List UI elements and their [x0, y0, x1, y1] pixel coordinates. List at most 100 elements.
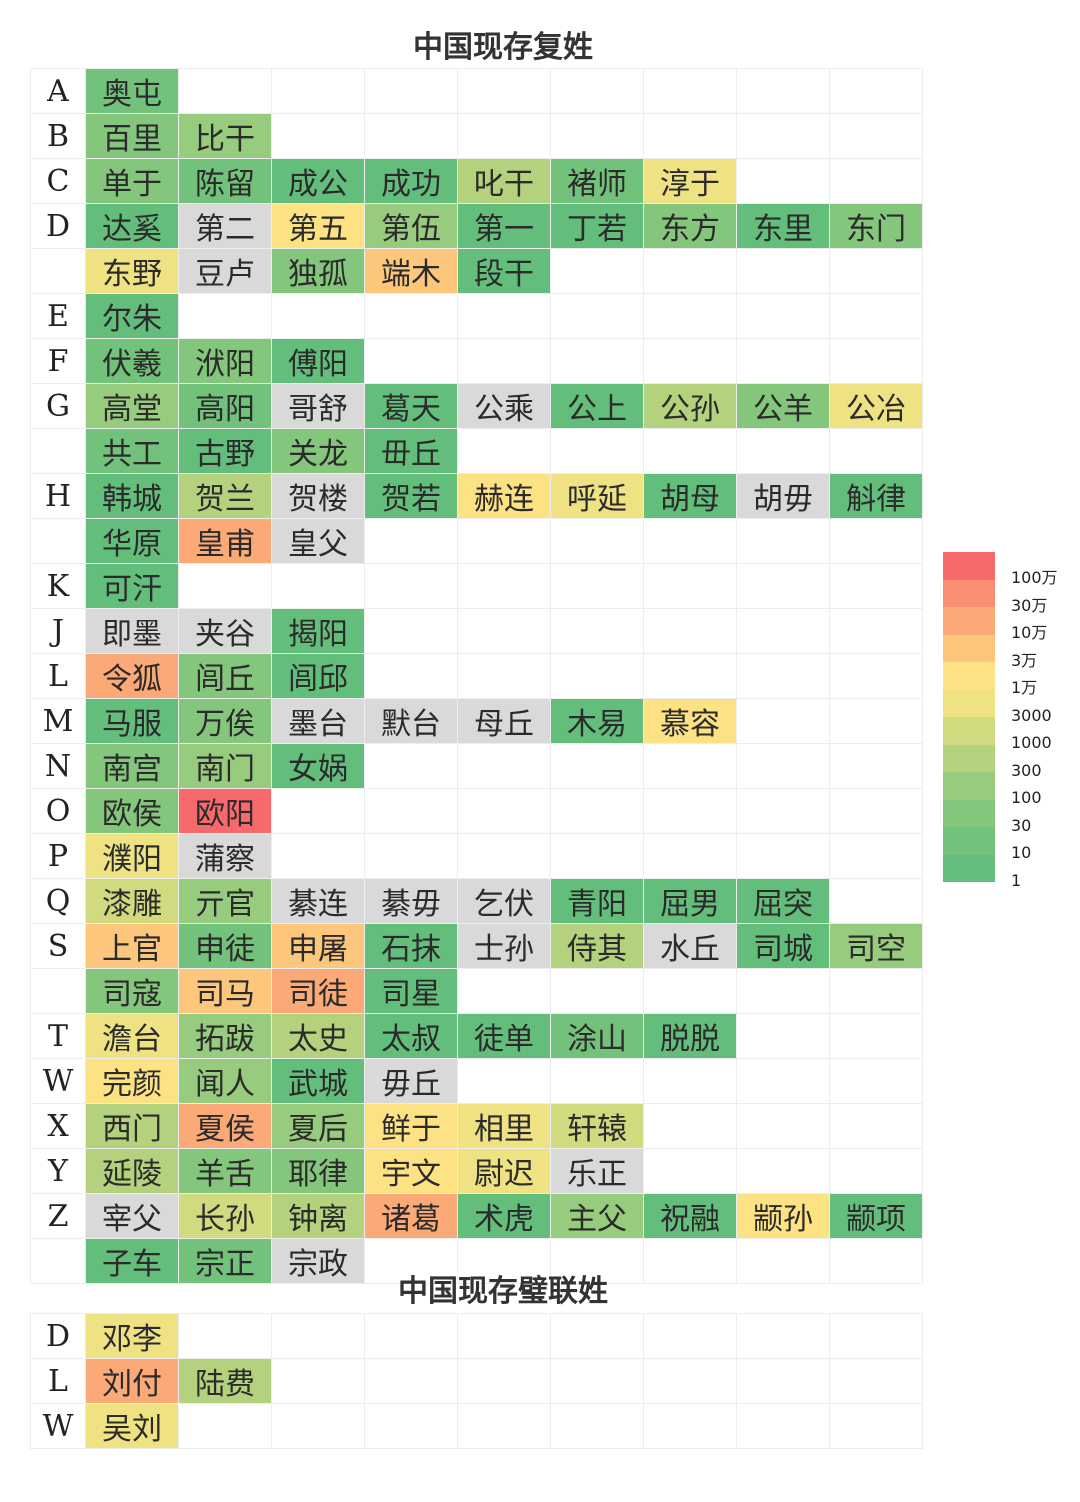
surname-row: J 即墨 夹谷 揭阳 — [30, 608, 923, 654]
scale-label: 3000 — [1011, 705, 1052, 725]
row-letter: X — [30, 1103, 86, 1149]
scale-label: 100 — [1011, 788, 1042, 807]
empty-cell — [457, 968, 551, 1014]
surname-cell: 淳于 — [643, 158, 737, 204]
surname-cell: 徒单 — [457, 1013, 551, 1059]
empty-cell — [364, 293, 458, 339]
surname-cell: 澹台 — [85, 1013, 179, 1059]
empty-cell — [643, 1358, 737, 1404]
surname-cell: 皇父 — [271, 518, 365, 564]
row-letter: F — [30, 338, 86, 384]
empty-cell — [550, 653, 644, 699]
surname-cell: 关龙 — [271, 428, 365, 474]
surname-cell: 颛孙 — [736, 1193, 830, 1239]
row-letter — [30, 968, 86, 1014]
surname-row: D 达奚 第二 第五 第伍 第一 丁若 东方 东里 东门 — [30, 203, 923, 249]
empty-cell — [736, 968, 830, 1014]
empty-cell — [736, 158, 830, 204]
surname-cell: 太史 — [271, 1013, 365, 1059]
empty-cell — [457, 293, 551, 339]
surname-cell: 叱干 — [457, 158, 551, 204]
surname-cell: 贺兰 — [178, 473, 272, 519]
scale-swatch — [943, 827, 995, 855]
surname-cell: 第一 — [457, 203, 551, 249]
empty-cell — [178, 1403, 272, 1449]
surname-cell: 毌丘 — [364, 428, 458, 474]
surname-cell: 司城 — [736, 923, 830, 969]
empty-cell — [271, 68, 365, 114]
scale-label: 1万 — [1011, 678, 1038, 697]
empty-cell — [829, 113, 923, 159]
surname-row: W 完颜 闻人 武城 毋丘 — [30, 1058, 923, 1104]
empty-cell — [736, 1313, 830, 1359]
surname-cell: 子车 — [85, 1238, 179, 1284]
surname-row: 共工 古野 关龙 毌丘 — [30, 428, 923, 474]
empty-cell — [550, 518, 644, 564]
surname-cell: 轩辕 — [550, 1103, 644, 1149]
empty-cell — [550, 68, 644, 114]
empty-cell — [736, 563, 830, 609]
empty-cell — [364, 1313, 458, 1359]
surname-cell: 独孤 — [271, 248, 365, 294]
row-letter: J — [30, 608, 86, 654]
surname-cell: 公乘 — [457, 383, 551, 429]
scale-swatch — [943, 744, 995, 772]
surname-cell: 南宫 — [85, 743, 179, 789]
scale-label: 300 — [1011, 760, 1042, 780]
surname-cell: 褚师 — [550, 158, 644, 204]
surname-cell: 西门 — [85, 1103, 179, 1149]
surname-cell: 完颜 — [85, 1058, 179, 1104]
surname-cell: 耶律 — [271, 1148, 365, 1194]
surname-cell: 毋丘 — [364, 1058, 458, 1104]
empty-cell — [829, 1013, 923, 1059]
surname-cell: 宗正 — [178, 1238, 272, 1284]
empty-cell — [271, 293, 365, 339]
empty-cell — [829, 428, 923, 474]
empty-cell — [457, 1238, 551, 1284]
surname-cell: 公孙 — [643, 383, 737, 429]
scale-label: 3万 — [1011, 650, 1038, 670]
empty-cell — [643, 1238, 737, 1284]
row-letter: N — [30, 743, 86, 789]
surname-cell: 颛项 — [829, 1193, 923, 1239]
surname-cell: 呼延 — [550, 473, 644, 519]
surname-cell: 鲜于 — [364, 1103, 458, 1149]
surname-row: N 南宫 南门 女娲 — [30, 743, 923, 789]
scale-label: 10万 — [1011, 623, 1048, 642]
surname-cell: 濮阳 — [85, 833, 179, 879]
empty-cell — [736, 743, 830, 789]
surname-cell: 水丘 — [643, 923, 737, 969]
empty-cell — [829, 248, 923, 294]
surname-cell: 上官 — [85, 923, 179, 969]
empty-cell — [643, 1058, 737, 1104]
empty-cell — [736, 1238, 830, 1284]
empty-cell — [271, 833, 365, 879]
row-letter — [30, 428, 86, 474]
surname-row: L 刘付 陆费 — [30, 1358, 923, 1404]
surname-cell: 屈男 — [643, 878, 737, 924]
surname-row: G 高堂 高阳 哥舒 葛天 公乘 公上 公孙 公羊 公冶 — [30, 383, 923, 429]
surname-cell: 漆雕 — [85, 878, 179, 924]
empty-cell — [643, 743, 737, 789]
surname-cell: 东方 — [643, 203, 737, 249]
surname-cell: 太叔 — [364, 1013, 458, 1059]
empty-cell — [364, 68, 458, 114]
surname-cell: 单于 — [85, 158, 179, 204]
empty-cell — [457, 1358, 551, 1404]
empty-cell — [364, 833, 458, 879]
joined-surname-table: D 邓李 L 刘付 陆费 W 吴刘 — [30, 1313, 923, 1449]
surname-row: O 欧侯 欧阳 — [30, 788, 923, 834]
row-letter: E — [30, 293, 86, 339]
surname-cell: 乞伏 — [457, 878, 551, 924]
empty-cell — [364, 788, 458, 834]
scale-label: 10 — [1011, 843, 1032, 862]
surname-cell: 闾邱 — [271, 653, 365, 699]
empty-cell — [550, 563, 644, 609]
surname-row: Y 延陵 羊舌 耶律 宇文 尉迟 乐正 — [30, 1148, 923, 1194]
surname-cell: 司徒 — [271, 968, 365, 1014]
surname-cell: 贺若 — [364, 473, 458, 519]
surname-cell: 欧侯 — [85, 788, 179, 834]
empty-cell — [364, 653, 458, 699]
surname-cell: 成公 — [271, 158, 365, 204]
empty-cell — [364, 1403, 458, 1449]
